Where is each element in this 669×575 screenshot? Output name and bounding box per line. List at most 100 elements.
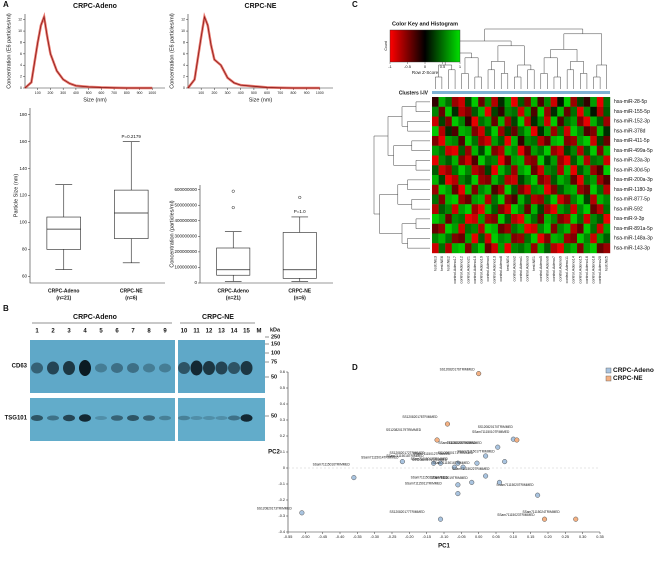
dendrogram bbox=[407, 238, 430, 249]
heatmap-cell bbox=[563, 136, 571, 146]
marker-label: 75 bbox=[271, 359, 277, 365]
heatmap-cell bbox=[464, 145, 472, 156]
heatmap-cell bbox=[511, 106, 518, 117]
axis-line bbox=[187, 14, 333, 89]
x-tick-sublabel: (n=21) bbox=[56, 295, 71, 301]
heatmap-cell bbox=[438, 145, 446, 156]
heatmap-cell bbox=[557, 233, 565, 244]
y-tick-label: 6 bbox=[183, 52, 185, 56]
heatmap-cell bbox=[570, 116, 578, 127]
point-label: SSam71115024TRIMMED bbox=[522, 510, 560, 514]
legend-label: CRPC-Adeno bbox=[613, 367, 654, 374]
heatmap-cell bbox=[570, 126, 578, 137]
x-axis-label: PC1 bbox=[438, 544, 450, 550]
heatmap-cell bbox=[511, 175, 518, 185]
dendrogram bbox=[487, 69, 495, 89]
cluster-label: Clusters I-IV bbox=[399, 90, 429, 96]
heatmap-cell bbox=[590, 243, 598, 254]
heatmap-cell bbox=[517, 165, 525, 176]
heatmap-cell bbox=[438, 214, 446, 224]
heatmap-cell bbox=[471, 214, 479, 224]
heatmap-cell bbox=[590, 116, 598, 127]
heatmap-cell bbox=[432, 126, 439, 137]
lane-label: 2 bbox=[51, 329, 55, 335]
point bbox=[474, 460, 480, 466]
heatmap-cell bbox=[458, 126, 466, 137]
point bbox=[535, 492, 541, 498]
x-tick-label: 1000 bbox=[316, 91, 324, 95]
heatmap-cell bbox=[497, 106, 505, 117]
x-tick-label: -0.15 bbox=[422, 535, 431, 539]
heatmap-cell bbox=[432, 204, 439, 215]
heatmap-cell bbox=[530, 243, 538, 254]
column-label: test.NE3 bbox=[433, 256, 437, 271]
heatmap-cell bbox=[550, 204, 558, 215]
heatmap-cell bbox=[583, 155, 591, 166]
x-tick-label: -0.30 bbox=[370, 535, 379, 539]
band bbox=[240, 361, 253, 375]
heatmap-cell bbox=[583, 126, 591, 137]
point bbox=[460, 464, 466, 470]
heatmap-cell bbox=[458, 184, 466, 195]
heatmap-cell bbox=[471, 223, 479, 234]
heatmap-cell bbox=[497, 243, 505, 254]
y-tick-label: 0 bbox=[183, 86, 185, 90]
point bbox=[541, 516, 548, 522]
heatmap-cell bbox=[557, 145, 565, 156]
heatmap-cell bbox=[537, 184, 545, 195]
outlier bbox=[298, 195, 302, 199]
point bbox=[299, 510, 305, 516]
lane-label: 14 bbox=[231, 329, 238, 335]
heatmap-cell bbox=[464, 233, 472, 244]
point bbox=[351, 475, 357, 481]
point bbox=[496, 479, 503, 485]
x-axis-label: Size (nm) bbox=[83, 97, 107, 103]
heatmap-cell bbox=[524, 165, 532, 176]
heatmap-cell bbox=[537, 145, 545, 156]
heatmap-cell bbox=[511, 184, 518, 195]
heatmap-cell bbox=[550, 223, 558, 234]
heatmap-cell bbox=[590, 175, 598, 185]
heatmap-cell bbox=[530, 175, 538, 185]
heatmap-cell bbox=[491, 97, 499, 107]
heatmap-cell bbox=[524, 184, 532, 195]
heatmap-cell bbox=[563, 194, 571, 205]
heatmap-cell bbox=[550, 233, 558, 244]
heatmap-cell bbox=[577, 136, 584, 146]
row-label: hsa-miR-200a-3p bbox=[614, 177, 653, 183]
heatmap-cell bbox=[451, 223, 459, 234]
heatmap-cell bbox=[438, 136, 446, 146]
y-tick-label: 10 bbox=[18, 29, 22, 33]
heatmap-cell bbox=[504, 184, 512, 195]
heatmap-cell bbox=[438, 184, 446, 195]
heatmap-cell bbox=[464, 223, 472, 234]
heatmap-cell bbox=[530, 204, 538, 215]
x-tick-label: 0.30 bbox=[579, 535, 586, 539]
dendrogram bbox=[593, 76, 601, 89]
y-tick-label: 6 bbox=[20, 52, 22, 56]
heatmap-cell bbox=[464, 184, 472, 195]
lane-label: 4 bbox=[83, 329, 87, 335]
y-tick-label: 8 bbox=[183, 40, 185, 44]
heatmap-cell bbox=[484, 106, 492, 117]
heatmap-cell bbox=[504, 194, 512, 205]
dendrogram bbox=[435, 76, 443, 89]
heatmap-cell bbox=[577, 175, 584, 185]
heatmap-cell bbox=[603, 204, 611, 215]
heatmap-cell bbox=[544, 155, 551, 166]
heatmap-cell bbox=[445, 233, 452, 244]
heatmap-cell bbox=[451, 184, 459, 195]
heatmap-cell bbox=[530, 165, 538, 176]
band bbox=[159, 415, 171, 421]
heatmap-cell bbox=[504, 116, 512, 127]
y-tick-label: 60 bbox=[22, 273, 28, 278]
heatmap-cell bbox=[497, 204, 505, 215]
heatmap-cell bbox=[464, 155, 472, 166]
heatmap-cell bbox=[563, 204, 571, 215]
heatmap-cell bbox=[458, 136, 466, 146]
lane-label: 1 bbox=[35, 329, 39, 335]
heatmap-cell bbox=[596, 184, 604, 195]
point bbox=[437, 460, 444, 466]
heatmap-cell bbox=[537, 155, 545, 166]
marker-label: 250 bbox=[271, 334, 280, 340]
